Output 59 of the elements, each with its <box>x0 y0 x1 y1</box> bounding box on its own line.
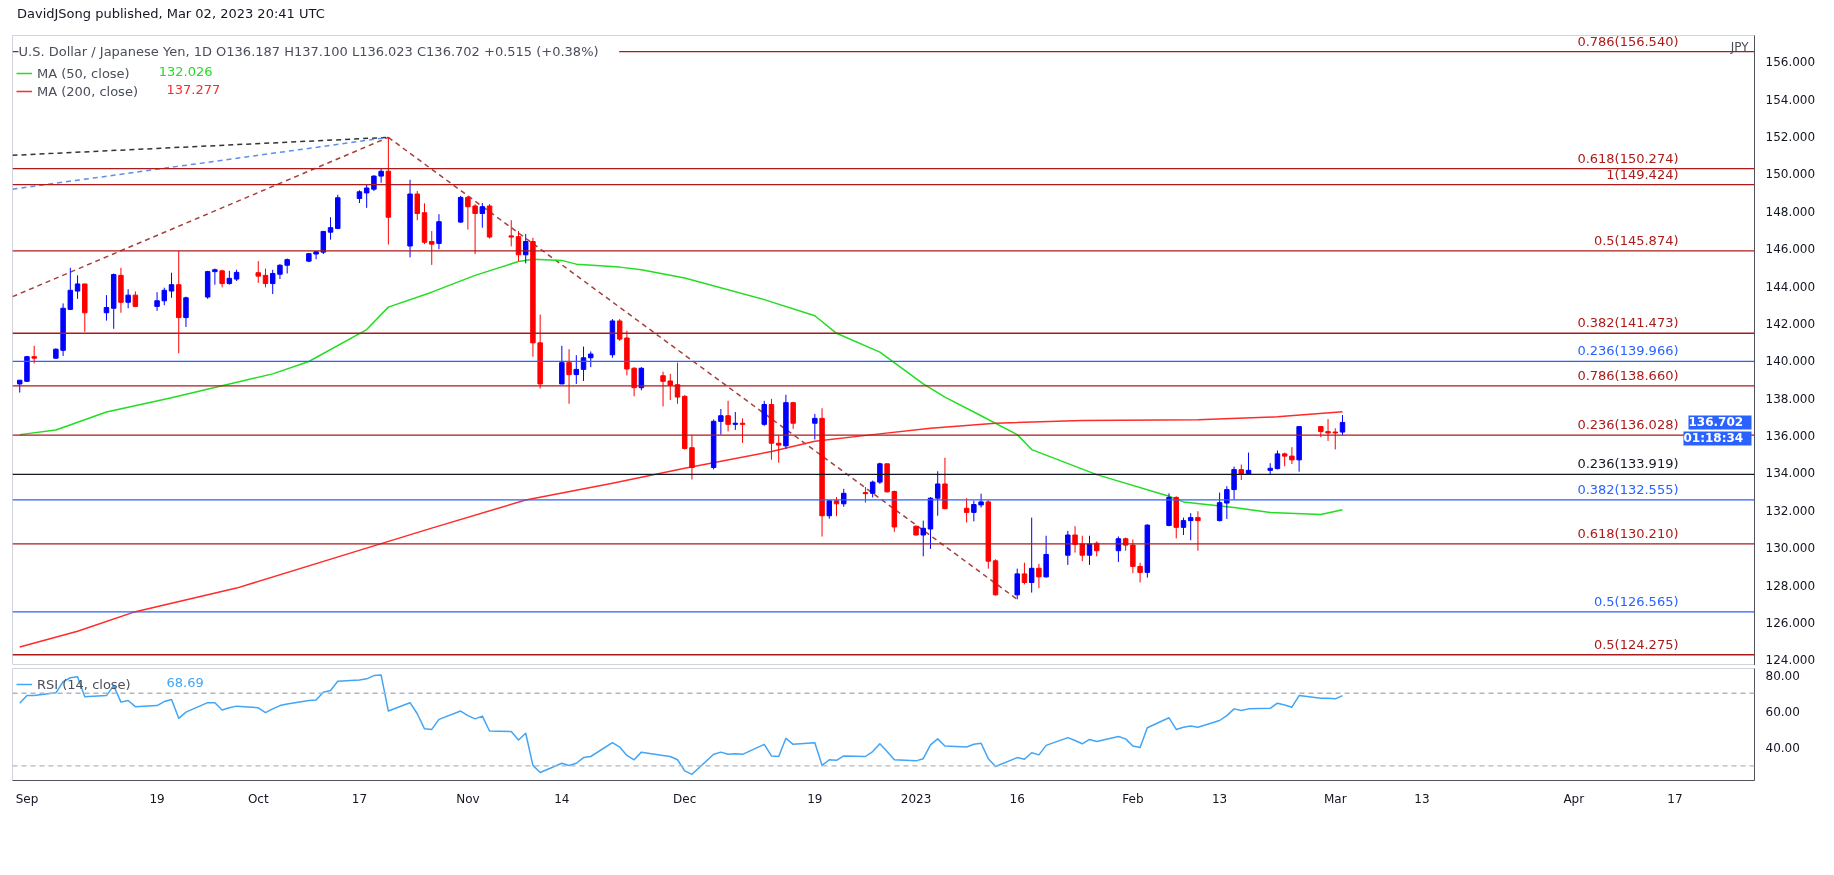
ref-line-label: 0.236(133.919) <box>1577 456 1679 472</box>
x-tick-label: Apr <box>1563 791 1585 806</box>
annotation: 68.69 <box>166 675 204 690</box>
y-tick-label: 80.00 <box>1765 668 1800 683</box>
ref-line-label: 0.618(150.274) <box>1577 150 1679 166</box>
ref-line-label: 0.618(130.210) <box>1577 525 1679 541</box>
x-tick-label: Oct <box>247 791 269 806</box>
ref-line-label: 0.382(141.473) <box>1577 315 1679 331</box>
x-tick-label: 16 <box>1009 791 1025 806</box>
x-tick-label: Feb <box>1122 791 1144 806</box>
y-tick-label: 148.000 <box>1765 204 1816 219</box>
x-tick-label: 17 <box>351 791 368 806</box>
x-tick-label: Nov <box>456 791 480 806</box>
x-tick-label: Mar <box>1323 791 1347 806</box>
x-tick-label: 13 <box>1211 791 1228 806</box>
x-tick-label: 17 <box>1667 791 1683 806</box>
y-tick-label: 60.00 <box>1765 704 1800 719</box>
y-tick-label: 136.000 <box>1765 429 1816 444</box>
text: U.S. Dollar / Japanese Yen, 1D O136.187 H137.100 L136.023 C136.702 +0.515 (+0.38%) <box>18 43 599 59</box>
ref-line-label: 0.5(126.565) <box>1593 593 1679 609</box>
annotation: 136.702 <box>1688 415 1744 430</box>
y-tick-label: 156.000 <box>1765 55 1816 70</box>
x-tick-label: Dec <box>673 791 697 806</box>
y-tick-label: 142.000 <box>1765 316 1816 331</box>
y-tick-label: 150.000 <box>1765 167 1816 182</box>
ref-line-label: 0.786(138.660) <box>1577 367 1679 383</box>
y-tick-label: 130.000 <box>1765 541 1816 556</box>
x-tick-label: 14 <box>554 791 570 806</box>
annotation: 01:18:34 <box>1683 431 1744 446</box>
y-tick-label: 138.000 <box>1765 391 1816 406</box>
legend-label: MA (50, close) <box>37 65 130 81</box>
x-tick-label: Sep <box>15 791 39 806</box>
x-tick-label: 19 <box>149 791 165 806</box>
y-tick-label: 132.000 <box>1765 503 1816 518</box>
y-tick-label: 140.000 <box>1765 354 1816 369</box>
text: DavidJSong published, Mar 02, 2023 20:41 UTC <box>17 5 325 23</box>
y-tick-label: 126.000 <box>1765 616 1816 630</box>
ref-line-label: 0.786(156.540) <box>1577 33 1679 49</box>
annotation: 132.026 <box>158 64 213 79</box>
y-axis-title: JPY <box>1729 39 1750 54</box>
legend-label: MA (200, close) <box>37 83 138 99</box>
ref-line-label: 0.5(124.275) <box>1593 636 1679 652</box>
x-tick-label: 2023 <box>900 791 932 806</box>
y-tick-label: 128.000 <box>1765 578 1816 593</box>
y-tick-label: 134.000 <box>1765 466 1816 481</box>
ref-line-label: 0.382(132.555) <box>1577 481 1679 497</box>
ref-line-label: 0.236(136.028) <box>1577 417 1679 433</box>
y-tick-label: 152.000 <box>1765 129 1816 144</box>
ref-line-label: 1(149.424) <box>1606 166 1679 182</box>
x-tick-label: 19 <box>807 791 823 806</box>
ref-line-label: 0.236(139.966) <box>1577 343 1679 359</box>
ref-line-label: 0.5(145.874) <box>1593 232 1679 248</box>
y-tick-label: 144.000 <box>1765 279 1816 294</box>
annotation: 137.277 <box>166 82 221 97</box>
y-tick-label: 40.00 <box>1765 741 1800 756</box>
x-tick-label: 13 <box>1414 791 1430 806</box>
y-tick-label: 154.000 <box>1765 92 1816 107</box>
y-tick-label: 124.000 <box>1765 653 1816 668</box>
y-tick-label: 146.000 <box>1765 242 1816 257</box>
